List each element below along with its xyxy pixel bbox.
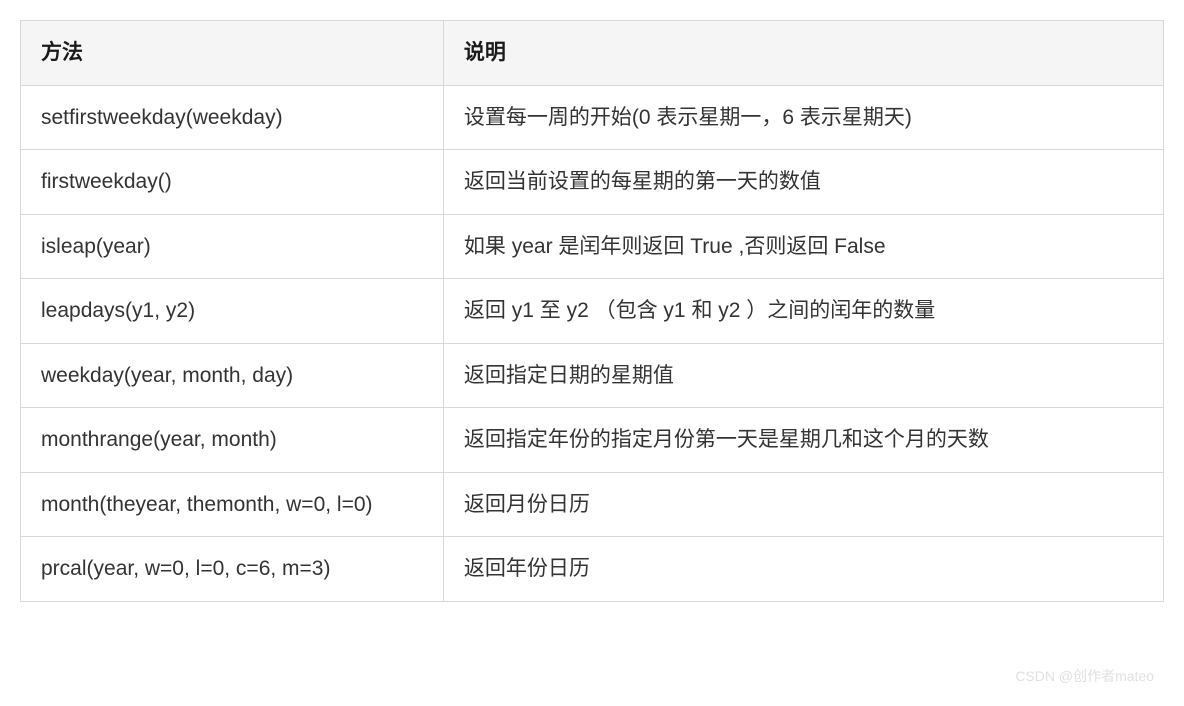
- table-row: monthrange(year, month) 返回指定年份的指定月份第一天是星…: [21, 408, 1164, 473]
- table-row: month(theyear, themonth, w=0, l=0) 返回月份日…: [21, 472, 1164, 537]
- table-header-row: 方法 说明: [21, 21, 1164, 86]
- method-cell: leapdays(y1, y2): [21, 279, 444, 344]
- description-cell: 返回月份日历: [443, 472, 1163, 537]
- description-cell: 返回年份日历: [443, 537, 1163, 602]
- method-cell: weekday(year, month, day): [21, 343, 444, 408]
- method-cell: monthrange(year, month): [21, 408, 444, 473]
- method-cell: prcal(year, w=0, l=0, c=6, m=3): [21, 537, 444, 602]
- method-cell: isleap(year): [21, 214, 444, 279]
- methods-table: 方法 说明 setfirstweekday(weekday) 设置每一周的开始(…: [20, 20, 1164, 602]
- description-cell: 返回指定日期的星期值: [443, 343, 1163, 408]
- table-row: prcal(year, w=0, l=0, c=6, m=3) 返回年份日历: [21, 537, 1164, 602]
- method-cell: firstweekday(): [21, 150, 444, 215]
- method-cell: month(theyear, themonth, w=0, l=0): [21, 472, 444, 537]
- description-cell: 如果 year 是闰年则返回 True ,否则返回 False: [443, 214, 1163, 279]
- description-cell: 返回当前设置的每星期的第一天的数值: [443, 150, 1163, 215]
- description-cell: 返回 y1 至 y2 （包含 y1 和 y2 ）之间的闰年的数量: [443, 279, 1163, 344]
- table-row: firstweekday() 返回当前设置的每星期的第一天的数值: [21, 150, 1164, 215]
- column-header-method: 方法: [21, 21, 444, 86]
- description-cell: 返回指定年份的指定月份第一天是星期几和这个月的天数: [443, 408, 1163, 473]
- table-row: isleap(year) 如果 year 是闰年则返回 True ,否则返回 F…: [21, 214, 1164, 279]
- table-row: leapdays(y1, y2) 返回 y1 至 y2 （包含 y1 和 y2 …: [21, 279, 1164, 344]
- table-row: setfirstweekday(weekday) 设置每一周的开始(0 表示星期…: [21, 85, 1164, 150]
- method-cell: setfirstweekday(weekday): [21, 85, 444, 150]
- column-header-description: 说明: [443, 21, 1163, 86]
- table-row: weekday(year, month, day) 返回指定日期的星期值: [21, 343, 1164, 408]
- description-cell: 设置每一周的开始(0 表示星期一，6 表示星期天): [443, 85, 1163, 150]
- watermark: CSDN @创作者mateo: [1015, 666, 1154, 686]
